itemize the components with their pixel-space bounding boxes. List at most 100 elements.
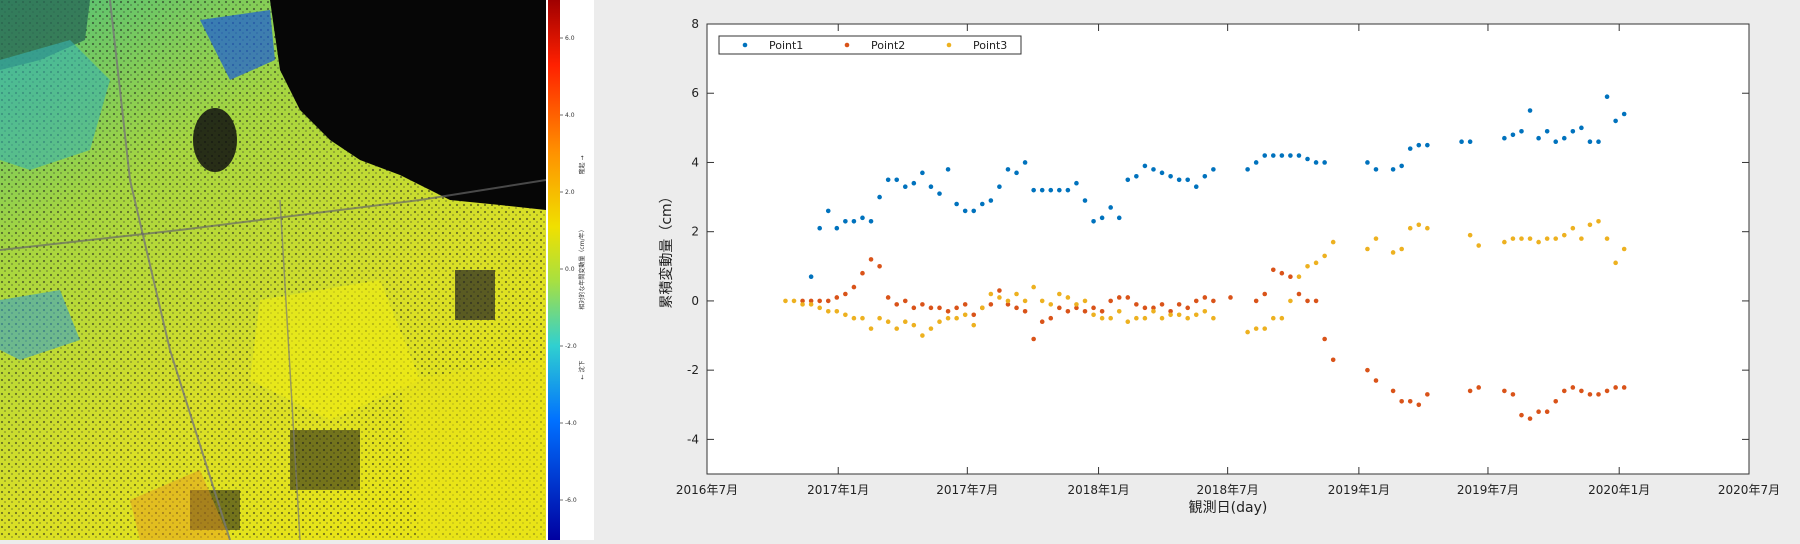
data-point — [851, 315, 857, 321]
data-point — [1570, 129, 1576, 134]
data-point — [1185, 315, 1191, 321]
data-point — [1296, 153, 1302, 158]
data-point — [1134, 302, 1139, 307]
data-point — [928, 326, 934, 331]
data-point — [825, 208, 831, 214]
x-tick-label: 2018年7月 — [1197, 483, 1259, 497]
data-point — [1288, 153, 1293, 158]
data-point — [1604, 388, 1610, 394]
chart-panel: -4 -2 0 2 4 6 8 2016年7月 2017年1月 2017年7月 2018年1月 20… — [640, 0, 1800, 540]
data-point — [1253, 160, 1259, 165]
data-point — [971, 208, 977, 214]
data-point — [911, 180, 917, 186]
data-point — [1108, 298, 1113, 304]
x-tick-label: 2016年7月 — [676, 483, 738, 497]
legend-marker — [844, 42, 850, 48]
data-point — [902, 184, 908, 189]
data-point — [1544, 409, 1550, 414]
data-point — [1322, 253, 1327, 259]
data-point — [1561, 232, 1567, 238]
data-point — [1142, 315, 1148, 321]
data-point — [1621, 385, 1627, 390]
plot-area — [706, 23, 1750, 475]
data-point — [1142, 163, 1148, 169]
data-point — [834, 295, 840, 300]
data-point — [1228, 295, 1233, 300]
data-point — [1570, 225, 1576, 231]
colorbar-label-down: ← 沈下 — [578, 361, 586, 380]
data-point — [1065, 295, 1071, 300]
x-tick-label: 2019年1月 — [1328, 483, 1390, 497]
data-point — [817, 298, 822, 304]
data-point — [1399, 399, 1404, 404]
data-point — [1253, 298, 1259, 304]
data-point — [1211, 167, 1216, 172]
data-point — [1151, 167, 1156, 172]
map-image — [0, 0, 546, 540]
data-point — [997, 295, 1002, 300]
data-point — [1536, 409, 1541, 414]
data-point — [1048, 187, 1054, 193]
data-point — [1279, 315, 1285, 321]
data-point — [1202, 295, 1208, 300]
data-point — [1510, 132, 1516, 138]
data-point — [1305, 156, 1310, 162]
legend-entry: Point1 — [769, 39, 803, 52]
x-tick-label: 2019年7月 — [1457, 483, 1519, 497]
data-point — [1279, 153, 1285, 158]
data-point — [1202, 174, 1208, 179]
data-point — [1587, 139, 1593, 144]
data-point — [1116, 295, 1122, 300]
data-point — [1305, 298, 1310, 304]
data-point — [1245, 167, 1250, 172]
data-point — [1459, 139, 1464, 144]
data-point — [1151, 309, 1156, 314]
legend-box — [718, 35, 1022, 55]
data-point — [1390, 250, 1396, 255]
data-point — [1099, 315, 1105, 321]
data-point — [1048, 302, 1054, 307]
data-point — [945, 315, 951, 321]
data-point — [1579, 125, 1584, 131]
data-point — [1519, 412, 1524, 418]
data-point — [1159, 302, 1165, 307]
series-point3 — [783, 219, 1627, 338]
data-point — [1005, 167, 1011, 172]
data-point — [997, 288, 1002, 293]
data-point — [1425, 142, 1430, 148]
data-point — [1467, 232, 1473, 238]
data-point — [843, 291, 848, 297]
data-point — [911, 322, 917, 328]
data-point — [1159, 315, 1165, 321]
data-point — [1039, 298, 1045, 304]
data-point — [1373, 236, 1379, 241]
data-point — [988, 302, 994, 307]
map-colorbar: 6.0 4.0 2.0 0.0 -2.0 -4.0 -6.0 相対的な年間変動量（cm/年）… — [546, 0, 594, 540]
data-point — [945, 167, 951, 172]
y-tick-label: -2 — [687, 363, 699, 377]
colorbar-title: 相対的な年間変動量（cm/年） — [578, 226, 586, 309]
data-point — [1587, 392, 1593, 397]
data-point — [988, 198, 994, 203]
legend: Point1 Point2 Point3 — [718, 35, 1022, 55]
data-point — [920, 170, 925, 176]
data-point — [1074, 305, 1079, 311]
data-point — [1031, 336, 1036, 342]
data-point — [1116, 215, 1122, 221]
data-point — [1039, 319, 1045, 324]
data-point — [1245, 329, 1250, 335]
data-point — [1288, 274, 1293, 279]
data-point — [1553, 236, 1559, 241]
data-point — [1211, 315, 1216, 321]
data-point — [1202, 309, 1208, 314]
data-point — [937, 191, 942, 196]
y-tick-label: 0 — [691, 294, 699, 308]
data-point — [817, 305, 822, 311]
data-point — [1022, 160, 1028, 165]
data-point — [1596, 219, 1601, 224]
data-point — [1604, 236, 1610, 241]
x-tick-label: 2020年7月 — [1718, 483, 1780, 497]
data-point — [1313, 160, 1319, 165]
data-point — [1407, 146, 1413, 151]
data-point — [1330, 357, 1336, 363]
